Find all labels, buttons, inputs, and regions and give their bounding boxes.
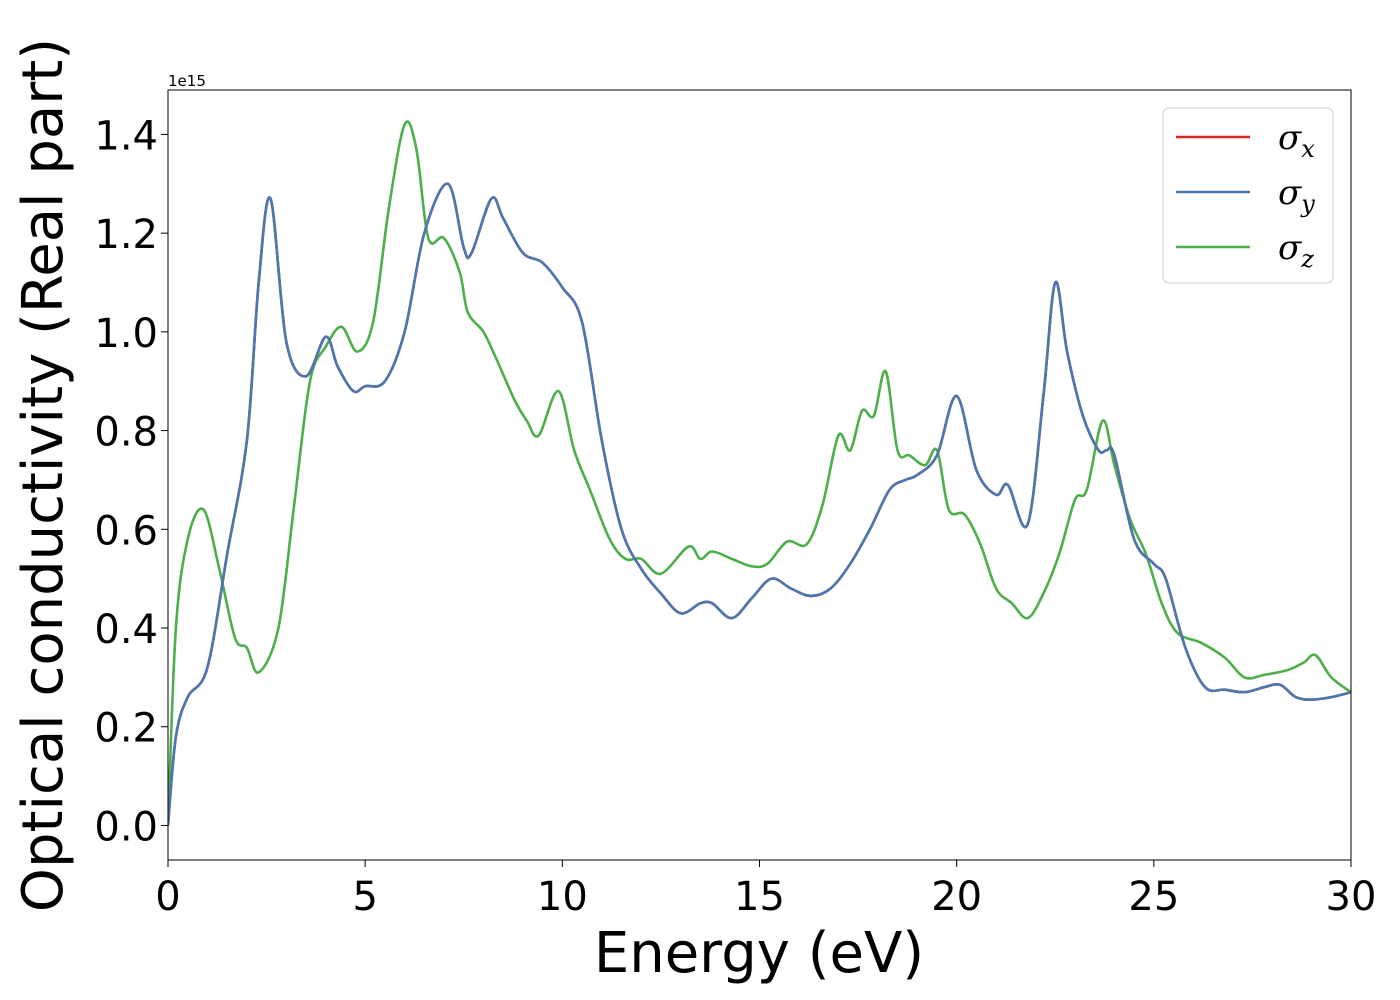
y-offset-label: 1e15 (168, 72, 206, 90)
x-tick-label: 5 (352, 874, 377, 920)
series-line-sigma-y (168, 182, 1351, 826)
legend-box (1162, 107, 1334, 284)
legend: σx σy σz (1162, 107, 1334, 284)
x-axis: 0 5 10 15 20 25 30 (155, 860, 1376, 920)
series-layer (168, 120, 1351, 826)
y-tick-label: 1.2 (94, 212, 158, 258)
x-axis-title: Energy (eV) (594, 921, 924, 986)
y-axis: 0.0 0.2 0.4 0.6 0.8 1.0 1.2 1.4 (94, 113, 168, 850)
y-tick-label: 0.8 (94, 410, 158, 456)
x-tick-label: 20 (931, 874, 982, 920)
x-tick-label: 10 (537, 874, 588, 920)
y-tick-label: 0.6 (94, 508, 158, 554)
y-tick-label: 0.2 (94, 706, 158, 752)
y-tick-label: 0.4 (94, 607, 158, 653)
x-tick-label: 25 (1128, 874, 1179, 920)
x-tick-label: 0 (155, 874, 180, 920)
x-tick-label: 15 (734, 874, 785, 920)
legend-label-sigma-y: σy (1278, 173, 1315, 218)
legend-label-sigma-z: σz (1278, 228, 1314, 273)
y-tick-label: 1.4 (94, 113, 158, 159)
series-line-sigma-z (168, 120, 1351, 826)
x-tick-label: 30 (1326, 874, 1377, 920)
y-tick-label: 0.0 (94, 804, 158, 850)
y-tick-label: 1.0 (94, 311, 158, 357)
legend-label-sigma-x: σx (1278, 118, 1315, 163)
y-axis-title: Optical conductivity (Real part) (11, 38, 76, 912)
